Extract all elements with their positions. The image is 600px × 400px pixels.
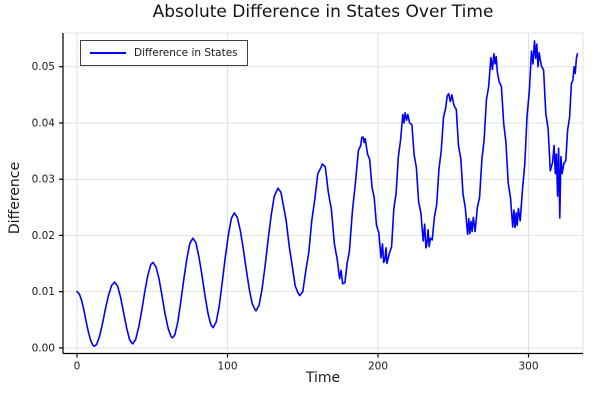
y-tick-label: 0.05 <box>32 61 55 73</box>
y-axis-label: Difference <box>7 161 23 235</box>
legend-label: Difference in States <box>134 47 238 59</box>
y-tick-label: 0.03 <box>32 174 55 186</box>
x-tick-label: 100 <box>217 361 237 373</box>
plot-frame <box>62 32 584 354</box>
x-axis-label: Time <box>305 370 341 386</box>
y-tick-label: 0.01 <box>32 286 55 298</box>
legend-line-swatch <box>90 52 126 54</box>
legend: Difference in States <box>80 40 248 66</box>
data-line-difference-in-states <box>76 40 579 348</box>
x-tick-label: 200 <box>368 361 388 373</box>
chart-title: Absolute Difference in States Over Time <box>152 2 494 22</box>
y-tick-label: 0.00 <box>32 342 55 354</box>
y-tick-label: 0.04 <box>32 117 56 129</box>
x-tick-label: 300 <box>518 361 538 373</box>
y-tick-label: 0.02 <box>32 230 55 242</box>
x-tick-label: 0 <box>74 361 81 373</box>
